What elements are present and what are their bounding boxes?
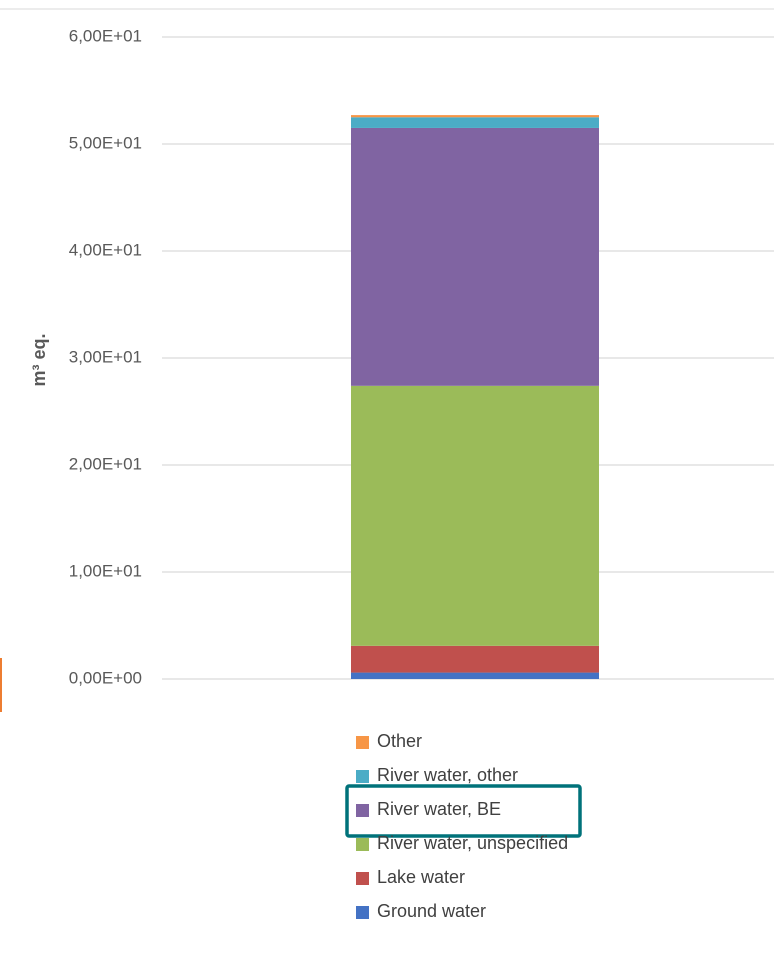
legend-swatch bbox=[356, 736, 369, 749]
legend-label: River water, BE bbox=[377, 799, 501, 819]
legend-label: Other bbox=[377, 731, 422, 751]
legend-swatch bbox=[356, 770, 369, 783]
y-tick-label: 1,00E+01 bbox=[69, 561, 142, 580]
bar-stack bbox=[351, 115, 599, 679]
bar-segment-other bbox=[351, 115, 599, 118]
legend-swatch bbox=[356, 838, 369, 851]
y-tick-label: 2,00E+01 bbox=[69, 454, 142, 473]
bar-segment-river-water-other bbox=[351, 117, 599, 128]
legend-label: Ground water bbox=[377, 901, 486, 921]
bar-segment-river-water-unspecified bbox=[351, 385, 599, 646]
legend-swatch bbox=[356, 906, 369, 919]
y-tick-label: 3,00E+01 bbox=[69, 347, 142, 366]
legend-label: River water, other bbox=[377, 765, 518, 785]
y-tick-label: 6,00E+01 bbox=[69, 26, 142, 45]
y-axis-title: m³ eq. bbox=[29, 333, 49, 386]
legend-swatch bbox=[356, 804, 369, 817]
legend-highlight-box bbox=[345, 784, 582, 838]
legend-label: Lake water bbox=[377, 867, 465, 887]
y-tick-label: 5,00E+01 bbox=[69, 133, 142, 152]
bar-segment-river-water-be bbox=[351, 127, 599, 386]
legend-swatch bbox=[356, 872, 369, 885]
y-tick-label: 4,00E+01 bbox=[69, 240, 142, 259]
y-axis-ticks: 0,00E+00 1,00E+01 2,00E+01 3,00E+01 4,00E+01… bbox=[69, 26, 142, 687]
bar-segment-lake-water bbox=[351, 645, 599, 673]
legend-label: River water, unspecified bbox=[377, 833, 568, 853]
bar-segment-ground-water bbox=[351, 672, 599, 679]
legend: Other River water, other River water, BE Ri… bbox=[345, 731, 582, 921]
y-tick-label: 0,00E+00 bbox=[69, 668, 142, 687]
left-edge-marker bbox=[0, 658, 2, 712]
